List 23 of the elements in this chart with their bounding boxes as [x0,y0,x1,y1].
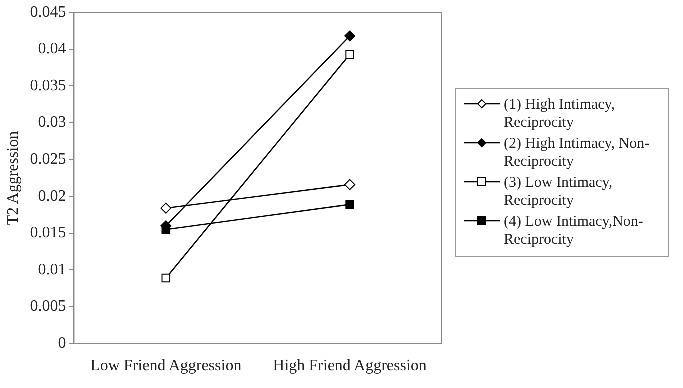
y-tick-label: 0.03 [38,114,66,132]
y-tick-label: 0.005 [30,298,66,316]
point [160,202,172,214]
y-tick-label: 0.015 [30,224,66,242]
legend-label: (2) High Intimacy, Non-Reciprocity [504,135,651,171]
y-axis-title: T2 Aggression [4,131,22,226]
x-tick-label: High Friend Aggression [273,358,427,375]
legend-label: (4) Low Intimacy,Non-Reciprocity [504,213,644,249]
legend-label: (3) Low Intimacy, Reciprocity [504,174,614,210]
y-tick-label: 0.02 [38,188,66,205]
y-tick-label: 0.025 [30,151,66,168]
y-tick-label: 0.04 [38,40,66,58]
point [344,30,356,42]
x-tick-label: Low Friend Aggression [90,358,242,375]
y-tick-label: 0.045 [30,4,66,21]
y-tick-label: 0 [58,335,66,352]
y-tick-label: 0.035 [30,77,66,94]
point [162,274,171,283]
point [346,200,354,210]
y-tick-label: 0.01 [38,261,66,278]
point [346,50,354,59]
point [344,179,356,190]
legend-label: (1) High Intimacy, Reciprocity [504,96,616,132]
